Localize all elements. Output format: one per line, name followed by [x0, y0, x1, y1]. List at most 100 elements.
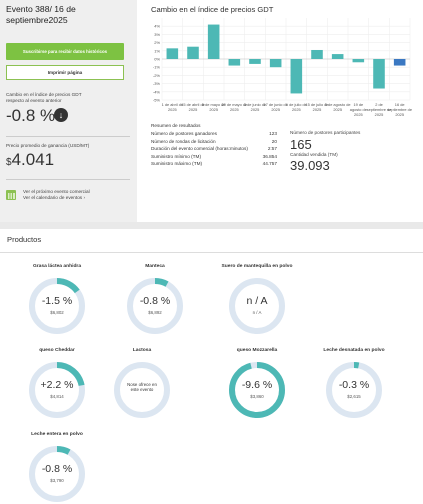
results-row-label: Duración del evento comercial (horas:min… [151, 146, 248, 152]
x-tick-label: 1 de julio de [286, 102, 307, 107]
product-price: $4,814 [50, 394, 64, 399]
x-tick-label: 2025 [375, 112, 384, 117]
product-card[interactable]: Grasa láctea anhidra -1.5 % $6,802 [7, 264, 107, 335]
product-change: -1.5 % [41, 295, 73, 307]
y-tick-label: -1% [153, 65, 161, 70]
product-card[interactable]: Lactosa Nose ofrece en este evento [92, 348, 192, 419]
x-tick-label: 2025 [354, 112, 363, 117]
sold-label: Cantidad vendida (TM) [290, 152, 338, 157]
change-label: Cambio en el índice de precios GDT respe… [6, 92, 82, 103]
bar [393, 59, 406, 66]
event-calendar-link[interactable]: Ver el calendario de eventos › [23, 195, 86, 200]
next-event-link[interactable]: Ver el próximo evento comercial [23, 189, 90, 194]
product-change: +2.2 % [40, 379, 74, 391]
product-name: Lactosa [132, 348, 152, 353]
arrow-down-icon: ↓ [54, 108, 68, 122]
price-currency: $ [6, 157, 12, 168]
price-label: Precio promedio de ganancia (USD/MT) [6, 143, 90, 148]
bar [373, 59, 385, 89]
bar [290, 59, 303, 94]
product-change: n / A [246, 295, 268, 307]
bar [331, 54, 344, 59]
x-tick-label: 2025 [271, 107, 280, 112]
event-sidebar: Evento 388/ 16 de septiembre2025 Suscrib… [0, 0, 137, 222]
results-row: Número de rondas de licitación 20 [151, 139, 277, 144]
bar [187, 46, 199, 59]
product-card[interactable]: Manteca -0.8 % $6,892 [105, 264, 205, 335]
print-button[interactable]: Imprimir página [6, 65, 124, 80]
results-row-value: 20 [271, 138, 277, 144]
product-note: Nose ofrece en este evento [127, 382, 157, 393]
gdt-index-bar-chart: 4%3%2%1%0%-1%-2%-3%-4%-5%1 de abril de20… [153, 18, 412, 117]
results-row-value: 36.854 [262, 153, 277, 159]
product-gauge: n / A n / A [228, 277, 286, 335]
x-tick-label: 2 de [375, 102, 383, 107]
product-gauge: -1.5 % $6,802 [28, 277, 86, 335]
gauge-fill [29, 362, 85, 418]
gauge-track [114, 362, 170, 418]
product-gauge: -0.8 % $3,790 [28, 445, 86, 503]
x-tick-label: 2025 [230, 107, 239, 112]
calendar-icon [6, 190, 16, 200]
y-tick-label: 3% [154, 32, 160, 37]
product-price: $6,802 [50, 310, 64, 315]
products-title: Productos [7, 235, 42, 244]
x-tick-label: 2025 [209, 107, 218, 112]
change-value: -0.8 % [6, 106, 56, 125]
y-tick-label: 4% [154, 24, 160, 29]
y-tick-label: 1% [154, 48, 160, 53]
product-price: $3,790 [50, 478, 64, 483]
product-price: $6,892 [148, 310, 162, 315]
y-tick-label: -2% [153, 73, 161, 78]
y-tick-label: -5% [153, 98, 161, 103]
results-row-label: Suministro mínimo (TM) [151, 153, 202, 159]
x-tick-label: 6 de mayo de [202, 102, 226, 107]
gauge-fill [29, 446, 85, 502]
product-price: n / A [252, 310, 262, 315]
event-title: Evento 388/ 16 de septiembre2025 [6, 4, 76, 25]
x-tick-label: 2025 [189, 107, 198, 112]
results-row-value: 2:57 [267, 146, 277, 152]
participants-value: 165 [290, 137, 312, 152]
x-tick-label: 2025 [313, 107, 322, 112]
x-tick-label: 1 de abril de [162, 102, 183, 107]
x-tick-label: septiembre de [387, 107, 412, 112]
subscribe-button[interactable]: Suscribirse para recibir datos histórico… [6, 43, 124, 60]
chart-title: Cambio en el índice de precios GDT [151, 5, 274, 14]
product-name: queso Cheddar [39, 348, 75, 353]
results-row-label: Número de rondas de licitación [151, 138, 216, 144]
product-name: Grasa láctea anhidra [32, 264, 82, 269]
product-card[interactable]: Leche desnatada en polvo -0.3 % $2,615 [304, 348, 404, 419]
bar [207, 24, 220, 60]
results-row: Suministro máximo (TM) 44.757 [151, 161, 277, 166]
results-row: Duración del evento comercial (horas:min… [151, 146, 277, 151]
gauge-fill [326, 362, 382, 418]
x-tick-label: 2025 [333, 107, 342, 112]
gauge-fill [29, 278, 85, 334]
results-row-value: 123 [269, 131, 277, 136]
divider [6, 179, 130, 180]
gauge-track [229, 278, 285, 334]
participants-label: Número de postores participantes [290, 130, 361, 135]
product-gauge: -0.3 % $2,615 [325, 361, 383, 419]
divider [6, 136, 130, 137]
x-tick-label: 2025 [168, 107, 177, 112]
results-row-label: Número de postores ganadores [151, 131, 217, 136]
x-tick-label: agosto de [350, 107, 367, 112]
product-card[interactable]: Leche entera en polvo -0.8 % $3,790 [7, 432, 107, 503]
price-value: $4.041 [6, 150, 54, 170]
product-card[interactable]: queso Cheddar +2.2 % $4,814 [7, 348, 107, 419]
product-name: queso Mozzarella [236, 348, 278, 353]
results-row-value: 44.757 [262, 161, 277, 167]
x-tick-label: 2025 [251, 107, 260, 112]
product-change: -0.3 % [338, 379, 370, 391]
product-name: Manteca [145, 264, 165, 269]
product-card[interactable]: queso Mozzarella -9.6 % $3,860 [207, 348, 307, 419]
results-heading: Resumen de resultados [151, 123, 201, 128]
product-name: Leche entera en polvo [31, 432, 83, 437]
y-tick-label: -3% [153, 81, 161, 86]
x-tick-label: septiembre de [367, 107, 392, 112]
y-tick-label: 2% [154, 40, 160, 45]
product-card[interactable]: Suero de mantequilla en polvo n / A n / A [207, 264, 307, 335]
bar [352, 59, 365, 63]
